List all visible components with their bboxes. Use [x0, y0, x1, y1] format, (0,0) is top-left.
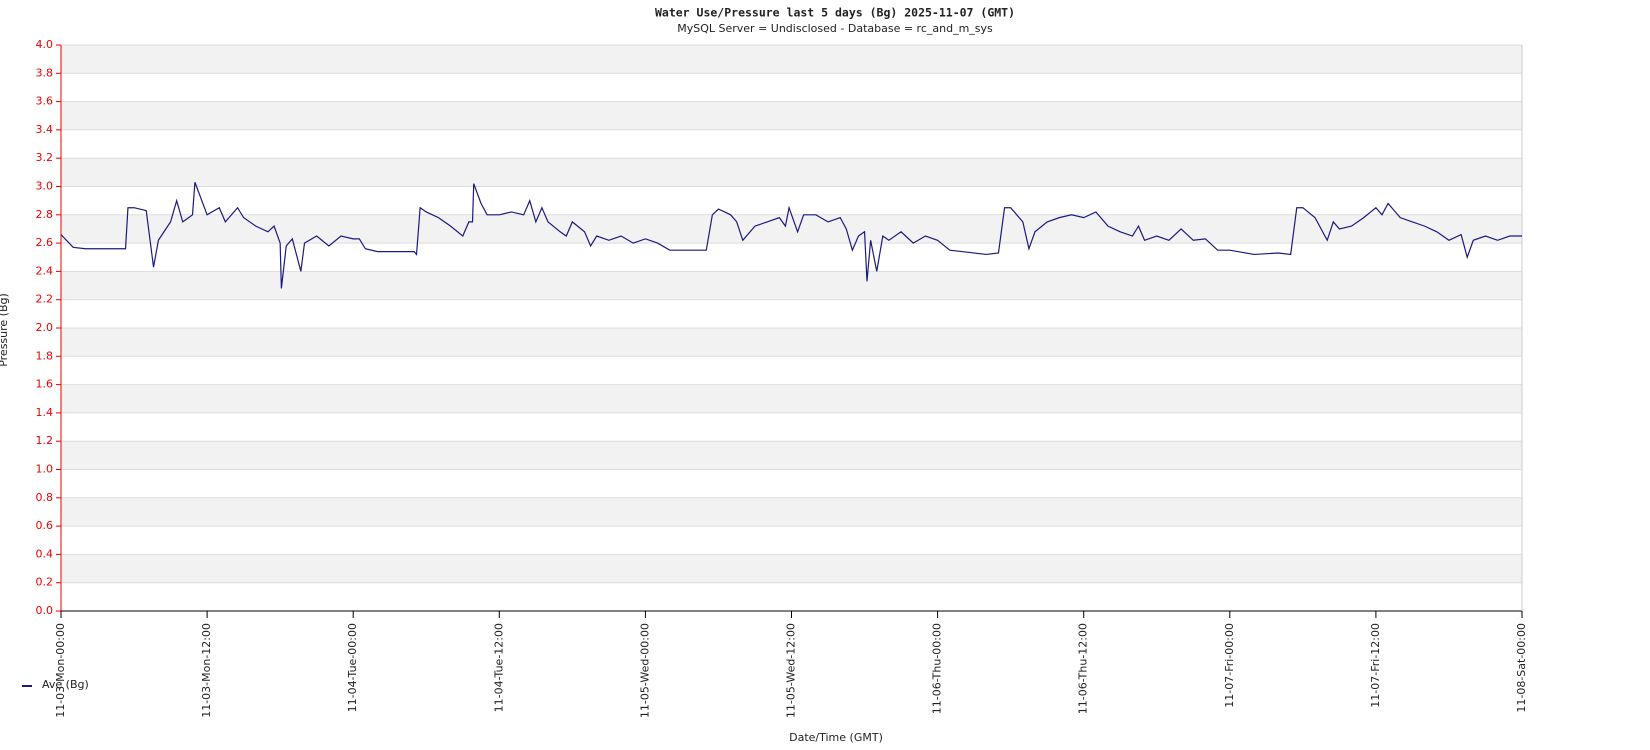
y-tick-label: 1.2: [36, 434, 54, 447]
y-tick-label: 1.8: [36, 349, 54, 362]
y-tick-label: 3.6: [36, 95, 54, 108]
y-tick-label: 2.6: [36, 236, 54, 249]
grid-band: [61, 554, 1522, 583]
x-tick-label: 11-06-Thu-12:00: [1077, 623, 1090, 714]
grid-band: [61, 101, 1522, 130]
y-tick-label: 0.8: [36, 491, 54, 504]
y-tick-label: 0.6: [36, 519, 54, 532]
grid-band: [61, 45, 1522, 74]
grid-band: [61, 328, 1522, 357]
y-tick-label: 2.8: [36, 208, 54, 221]
y-tick-label: 3.2: [36, 151, 54, 164]
x-tick-label: 11-04-Tue-00:00: [346, 623, 359, 712]
x-tick-label: 11-03-Mon-12:00: [200, 623, 213, 718]
y-tick-label: 0.0: [36, 604, 54, 617]
grid-band: [61, 158, 1522, 187]
y-tick-label: 2.2: [36, 293, 54, 306]
y-tick-label: 3.8: [36, 66, 54, 79]
x-tick-label: 11-05-Wed-12:00: [785, 623, 798, 718]
x-tick-label: 11-03-Mon-00:00: [54, 623, 67, 718]
y-tick-label: 1.0: [36, 463, 54, 476]
y-tick-label: 1.6: [36, 378, 54, 391]
y-tick-label: 3.0: [36, 180, 54, 193]
x-axis-label: Date/Time (GMT): [789, 731, 883, 744]
grid-band: [61, 497, 1522, 527]
y-tick-label: 2.4: [36, 264, 54, 277]
x-tick-label: 11-04-Tue-12:00: [492, 623, 505, 712]
legend-label: Ave (Bg): [42, 678, 89, 691]
x-tick-label: 11-05-Wed-00:00: [638, 623, 651, 718]
grid-band: [61, 271, 1522, 300]
x-tick-label: 11-07-Fri-12:00: [1369, 623, 1382, 708]
grid-band: [61, 214, 1522, 244]
chart-subtitle: MySQL Server = Undisclosed - Database = …: [677, 22, 993, 35]
y-tick-label: 0.2: [36, 576, 54, 589]
y-tick-label: 3.4: [36, 123, 54, 136]
x-tick-label: 11-07-Fri-00:00: [1223, 623, 1236, 708]
x-tick-label: 11-08-Sat-00:00: [1515, 623, 1528, 713]
grid-band: [61, 384, 1522, 413]
y-tick-label: 4.0: [36, 38, 54, 51]
grid-band: [61, 441, 1522, 470]
x-tick-label: 11-06-Thu-00:00: [931, 623, 944, 714]
y-tick-label: 2.0: [36, 321, 54, 334]
chart-title: Water Use/Pressure last 5 days (Bg) 2025…: [655, 6, 1015, 20]
y-axis-label: Pressure (Bg): [0, 293, 10, 367]
data-line: [60, 182, 1522, 289]
y-tick-label: 1.4: [36, 406, 54, 419]
y-tick-label: 0.4: [36, 547, 54, 560]
